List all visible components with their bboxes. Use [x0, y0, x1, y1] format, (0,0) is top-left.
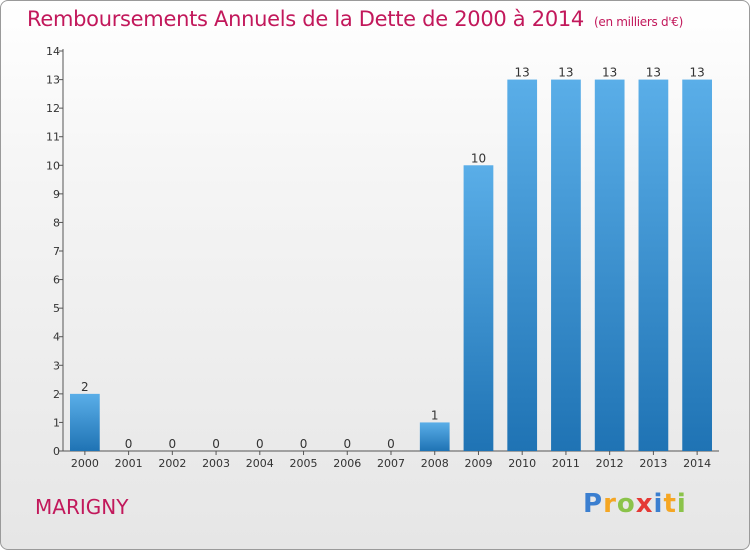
bar-data-label: 13	[689, 66, 704, 80]
y-tick-label: 10	[46, 159, 60, 172]
chart-title-text: Remboursements Annuels de la Dette de 20…	[27, 7, 584, 31]
x-tick-label: 2000	[71, 457, 99, 470]
y-tick-label: 0	[53, 445, 60, 458]
x-tick-label: 2012	[596, 457, 624, 470]
bar-data-label: 0	[256, 437, 264, 451]
y-tick-label: 12	[46, 102, 60, 115]
bar	[638, 79, 669, 452]
x-tick-label: 2011	[552, 457, 580, 470]
bar-data-label: 0	[300, 437, 308, 451]
chart-title: Remboursements Annuels de la Dette de 20…	[27, 7, 683, 31]
chart-unit: (en milliers d'€)	[594, 15, 684, 29]
bar-data-label: 1	[431, 408, 439, 422]
bar-data-label: 2	[81, 380, 89, 394]
x-tick-label: 2003	[202, 457, 230, 470]
bar-data-label: 10	[471, 151, 486, 165]
bar	[594, 79, 625, 452]
bar	[463, 165, 494, 452]
x-tick-label: 2002	[158, 457, 186, 470]
bar	[419, 422, 450, 451]
x-tick-label: 2013	[639, 457, 667, 470]
x-tick-label: 2005	[290, 457, 318, 470]
x-tick-label: 2010	[508, 457, 536, 470]
bar-data-label: 13	[558, 66, 573, 80]
chart-bars	[69, 79, 713, 452]
y-tick-label: 3	[53, 359, 60, 372]
x-tick-label: 2007	[377, 457, 405, 470]
bar-data-label: 13	[602, 66, 617, 80]
bar-data-label: 0	[212, 437, 220, 451]
town-name: MARIGNY	[35, 495, 129, 519]
y-tick-label: 11	[46, 131, 60, 144]
y-tick-label: 7	[53, 245, 60, 258]
y-tick-label: 2	[53, 388, 60, 401]
bar	[69, 393, 100, 451]
chart-data-labels: 2 0 0 0 0 0 0 0 1 10 13 13 13 13 13	[81, 66, 705, 451]
x-tick-label: 2006	[333, 457, 361, 470]
y-tick-label: 4	[53, 331, 60, 344]
y-tick-label: 6	[53, 274, 60, 287]
x-tick-label: 2014	[683, 457, 711, 470]
y-tick-label: 5	[53, 302, 60, 315]
bar	[507, 79, 538, 452]
proxiti-logo: Proxiti	[583, 489, 687, 519]
x-tick-label: 2009	[464, 457, 492, 470]
y-tick-label: 13	[46, 74, 60, 87]
y-tick-label: 1	[53, 416, 60, 429]
y-tick-label: 9	[53, 188, 60, 201]
bar-data-label: 0	[387, 437, 395, 451]
x-tick-label: 2008	[421, 457, 449, 470]
bar-data-label: 0	[125, 437, 133, 451]
x-tick-label: 2001	[115, 457, 143, 470]
x-tick-label: 2004	[246, 457, 274, 470]
y-tick-label: 14	[46, 45, 60, 58]
bar	[551, 79, 581, 452]
bar-data-label: 13	[515, 66, 530, 80]
bar	[682, 79, 713, 452]
y-tick-label: 8	[53, 216, 60, 229]
chart-x-ticks: 2000 2001 2002 2003 2004 2005 2006 2007 2008 2009…	[71, 451, 711, 470]
bar-data-label: 13	[646, 66, 661, 80]
bar-data-label: 0	[169, 437, 177, 451]
bar-data-label: 0	[343, 437, 351, 451]
